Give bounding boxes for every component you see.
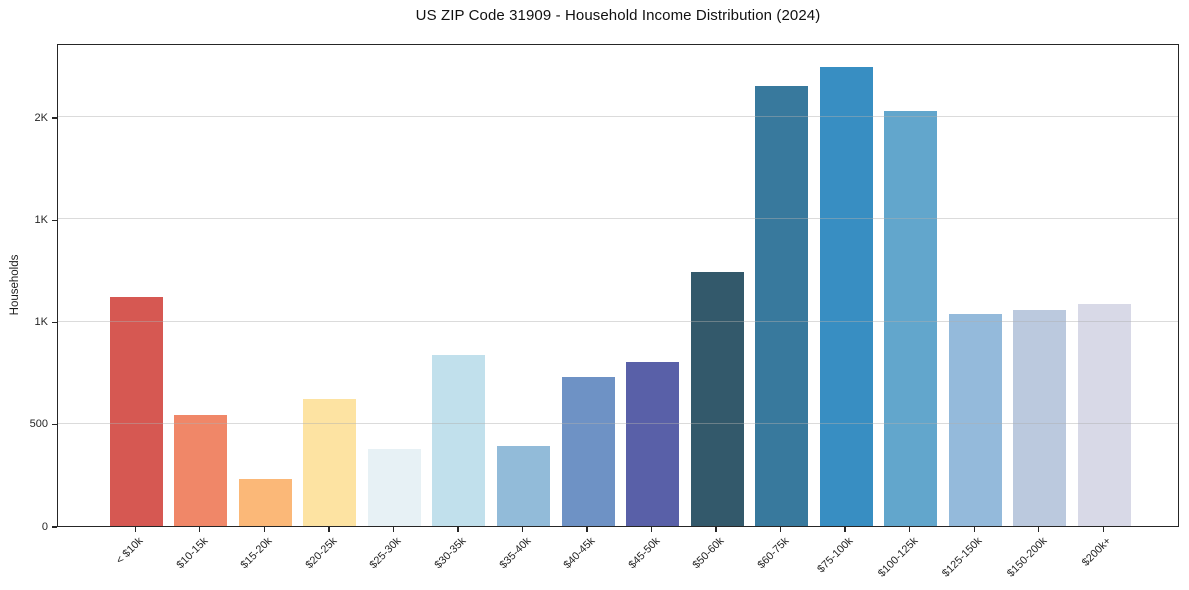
gridlines-layer [58,45,1178,526]
x-tick-label: $200k+ [1080,535,1114,569]
bar [755,86,809,526]
y-tick-mark [52,424,57,426]
x-tick-mark [586,527,588,532]
x-tick-label: $100-125k [875,535,921,580]
x-tick-mark [134,527,136,532]
x-tick-label: $50-60k [690,535,727,572]
bar [496,446,550,526]
y-tick-label: 0 [41,520,48,533]
y-tick-mark [52,117,57,119]
bar [1077,304,1131,526]
y-tick-label: 2K [34,111,48,124]
plot-area [57,44,1179,527]
gridline [58,422,1178,424]
x-tick-mark [263,527,266,532]
gridline [58,218,1178,220]
bar [174,414,228,526]
x-tick-label: $60-75k [754,535,792,572]
bar [238,479,292,526]
bar [626,362,680,526]
y-tick-label: 500 [29,418,48,431]
x-tick-mark [779,527,782,532]
x-tick-label: $20-25k [303,535,340,572]
y-tick-mark [52,321,57,324]
x-tick-label: $30-35k [432,535,469,572]
bar [561,376,615,526]
x-tick-label: $25-30k [367,535,404,572]
x-tick-label: $75-100k [815,535,856,576]
x-tick-mark [909,527,911,532]
bar [819,66,873,526]
bars-layer [58,45,1178,526]
gridline [58,116,1178,117]
x-tick-mark [650,527,653,532]
x-tick-label: $150-200k [1004,535,1050,580]
gridline [58,320,1178,322]
y-tick-label: 1K [34,316,48,328]
x-tick-mark [1102,527,1104,532]
x-tick-label: $40-45k [561,535,598,572]
bar [948,314,1002,526]
y-tick-label: 1K [34,213,48,226]
bar [432,355,486,526]
x-tick-mark [1038,527,1040,532]
x-tick-mark [521,527,524,532]
x-tick-mark [844,527,846,532]
bar [367,449,421,526]
y-axis-label: Households [9,254,21,316]
x-tick-mark [328,527,330,532]
x-tick-label: $10-15k [174,535,211,572]
x-tick-label: $45-50k [625,535,662,572]
x-tick-mark [715,527,717,532]
x-tick-mark [199,527,201,532]
y-tick-mark [52,219,57,221]
bar [303,399,357,526]
bar [1013,310,1067,526]
bar [884,110,938,526]
bar [690,272,744,526]
x-tick-label: $35-40k [496,535,533,572]
chart-title: US ZIP Code 31909 - Household Income Dis… [415,7,821,24]
x-tick-label: $15-20k [238,535,275,572]
x-tick-mark [973,527,975,532]
x-tick-mark [457,527,459,532]
x-tick-label: < $10k [114,535,146,567]
y-tick-mark [52,526,57,528]
x-tick-mark [392,527,395,532]
x-tick-label: $125-150k [940,535,985,580]
bar [109,297,163,526]
